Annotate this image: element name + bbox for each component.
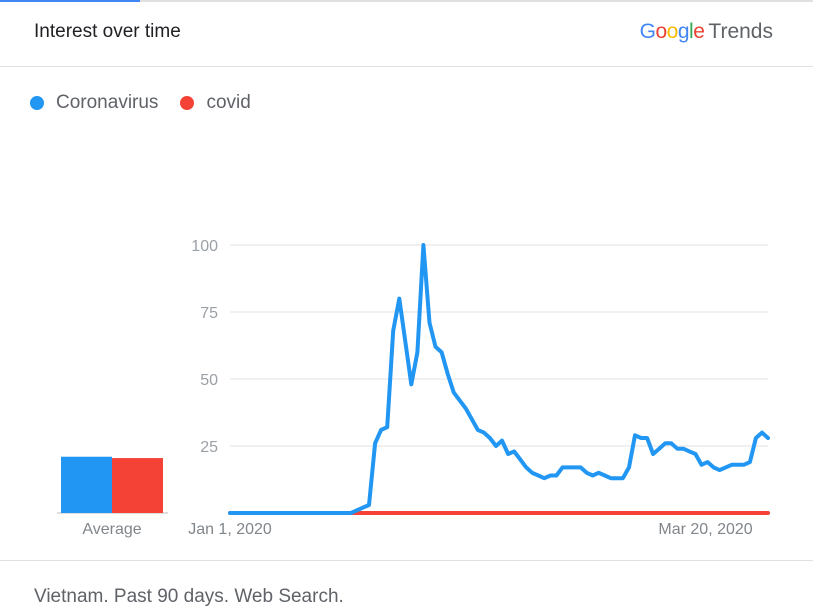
top-border — [0, 0, 813, 2]
logo-letter-3: g — [677, 20, 690, 43]
footer-divider — [0, 560, 813, 561]
y-tick-label-100: 100 — [191, 238, 218, 255]
average-bar-covid — [112, 458, 163, 513]
logo-letter-0: G — [639, 20, 656, 43]
logo-letter-1: o — [655, 20, 667, 43]
y-tick-label-25: 25 — [200, 439, 218, 456]
logo-letter-5: e — [693, 20, 705, 43]
chart-legend: Coronavirus covid — [30, 92, 273, 114]
legend-item-covid[interactable]: covid — [180, 92, 251, 114]
trends-wordmark: Trends — [708, 20, 773, 43]
average-label: Average — [82, 521, 141, 538]
google-trends-logo: Google Trends — [640, 20, 773, 44]
y-tick-label-75: 75 — [200, 305, 218, 322]
average-bar-coronavirus — [61, 456, 112, 513]
legend-item-coronavirus[interactable]: Coronavirus — [30, 92, 158, 114]
x-tick-label-0: Jan 1, 2020 — [188, 521, 272, 538]
series-line-coronavirus — [228, 243, 770, 515]
logo-letter-2: o — [666, 20, 679, 43]
x-tick-label-1: Mar 20, 2020 — [658, 521, 752, 538]
y-tick-label-50: 50 — [200, 372, 218, 389]
legend-dot-covid — [180, 96, 195, 110]
logo-letter-4: l — [689, 20, 694, 43]
footer-caption: Vietnam. Past 90 days. Web Search. — [34, 586, 344, 607]
legend-label-coronavirus: Coronavirus — [56, 92, 159, 113]
google-wordmark: Google — [640, 20, 705, 43]
legend-label-covid: covid — [206, 92, 251, 113]
legend-dot-coronavirus — [30, 96, 44, 110]
interest-chart: 25 50 75 100 Jan 1, 2020 Mar 20, 2020 Average — [57, 238, 770, 538]
top-accent — [0, 0, 140, 2]
card-header: Interest over time Google Trends — [0, 2, 813, 67]
card-title: Interest over time — [34, 21, 181, 42]
